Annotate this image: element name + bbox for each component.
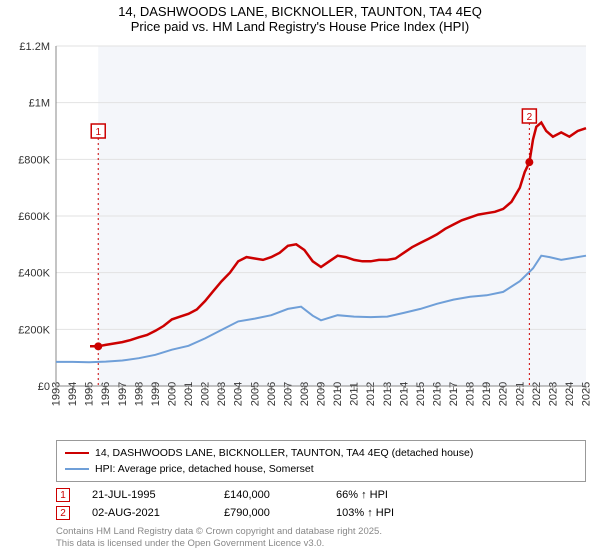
svg-text:1995: 1995 [84, 382, 96, 406]
svg-text:2019: 2019 [481, 382, 493, 406]
svg-text:2002: 2002 [200, 382, 212, 406]
title-line2: Price paid vs. HM Land Registry's House … [0, 19, 600, 34]
sale-date: 02-AUG-2021 [92, 507, 202, 519]
legend: 14, DASHWOODS LANE, BICKNOLLER, TAUNTON,… [56, 440, 586, 482]
legend-row: HPI: Average price, detached house, Some… [65, 461, 577, 477]
svg-text:£0: £0 [38, 381, 50, 393]
svg-text:2006: 2006 [266, 382, 278, 406]
sale-marker: 1 [56, 488, 70, 502]
sale-price: £140,000 [224, 489, 314, 501]
svg-text:2024: 2024 [564, 382, 576, 406]
svg-text:2005: 2005 [249, 382, 261, 406]
chart-area: £0 £200K £400K £600K £800K £1M £1.2M 1993 1994 19… [0, 36, 600, 436]
svg-text:£1.2M: £1.2M [19, 41, 50, 53]
sale-marker: 2 [56, 506, 70, 520]
svg-text:2004: 2004 [233, 382, 245, 406]
svg-text:1997: 1997 [117, 382, 129, 406]
svg-text:2007: 2007 [282, 382, 294, 406]
svg-text:1999: 1999 [150, 382, 162, 406]
svg-text:2009: 2009 [316, 382, 328, 406]
svg-text:2023: 2023 [547, 382, 559, 406]
svg-text:2003: 2003 [216, 382, 228, 406]
legend-swatch [65, 452, 89, 455]
svg-text:£600K: £600K [18, 211, 50, 223]
sale-pct: 103% ↑ HPI [336, 507, 426, 519]
sale-date: 21-JUL-1995 [92, 489, 202, 501]
svg-text:£1M: £1M [29, 98, 50, 110]
sale-marker-num: 2 [527, 112, 533, 123]
svg-text:1993: 1993 [51, 382, 63, 406]
sale-row: 1 21-JUL-1995 £140,000 66% ↑ HPI [56, 486, 586, 504]
svg-text:£400K: £400K [18, 268, 50, 280]
svg-text:2018: 2018 [465, 382, 477, 406]
legend-swatch [65, 468, 89, 471]
svg-text:2000: 2000 [166, 382, 178, 406]
sale-price: £790,000 [224, 507, 314, 519]
title-line1: 14, DASHWOODS LANE, BICKNOLLER, TAUNTON,… [0, 4, 600, 19]
svg-text:2008: 2008 [299, 382, 311, 406]
sales-table: 1 21-JUL-1995 £140,000 66% ↑ HPI 2 02-AUG-202… [56, 486, 586, 522]
footer: Contains HM Land Registry data © Crown c… [56, 526, 586, 550]
svg-text:2020: 2020 [498, 382, 510, 406]
svg-text:2015: 2015 [415, 382, 427, 406]
sale-row: 2 02-AUG-2021 £790,000 103% ↑ HPI [56, 504, 586, 522]
svg-text:2013: 2013 [382, 382, 394, 406]
svg-text:2014: 2014 [398, 382, 410, 406]
legend-label: 14, DASHWOODS LANE, BICKNOLLER, TAUNTON,… [95, 447, 473, 459]
title-block: 14, DASHWOODS LANE, BICKNOLLER, TAUNTON,… [0, 0, 600, 36]
svg-text:1996: 1996 [100, 382, 112, 406]
sale-marker-num: 1 [95, 127, 101, 138]
svg-text:2001: 2001 [183, 382, 195, 406]
svg-text:£800K: £800K [18, 154, 50, 166]
svg-text:2022: 2022 [531, 382, 543, 406]
svg-text:2016: 2016 [431, 382, 443, 406]
svg-text:2010: 2010 [332, 382, 344, 406]
svg-text:1994: 1994 [67, 382, 79, 406]
svg-text:2012: 2012 [365, 382, 377, 406]
chart-svg: £0 £200K £400K £600K £800K £1M £1.2M 1993 1994 19… [0, 36, 600, 436]
svg-text:2025: 2025 [581, 382, 593, 406]
svg-text:2021: 2021 [514, 382, 526, 406]
chart-container: 14, DASHWOODS LANE, BICKNOLLER, TAUNTON,… [0, 0, 600, 560]
legend-label: HPI: Average price, detached house, Some… [95, 463, 314, 475]
legend-row: 14, DASHWOODS LANE, BICKNOLLER, TAUNTON,… [65, 445, 577, 461]
svg-text:1998: 1998 [133, 382, 145, 406]
svg-text:£200K: £200K [18, 324, 50, 336]
svg-text:2017: 2017 [448, 382, 460, 406]
sale-pct: 66% ↑ HPI [336, 489, 426, 501]
footer-line1: Contains HM Land Registry data © Crown c… [56, 526, 586, 538]
footer-line2: This data is licensed under the Open Gov… [56, 538, 586, 550]
